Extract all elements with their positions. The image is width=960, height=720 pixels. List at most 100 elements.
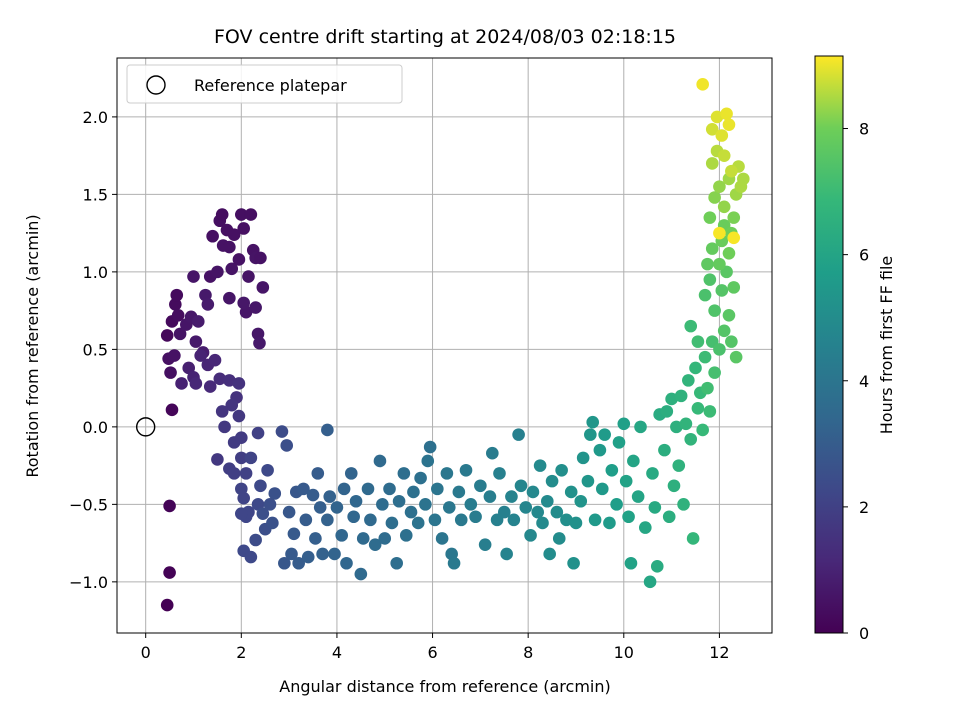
data-point [447, 556, 461, 570]
data-point [163, 499, 176, 513]
data-point [727, 211, 741, 224]
data-point [701, 257, 714, 271]
data-point [717, 324, 731, 338]
data-point [713, 180, 726, 193]
data-point [708, 366, 721, 379]
data-point [237, 222, 250, 235]
data-point [567, 556, 580, 570]
data-point [347, 510, 360, 524]
data-point [500, 547, 513, 561]
data-point [722, 308, 736, 322]
x-tick-label: 0 [141, 643, 151, 662]
data-point [285, 547, 298, 561]
data-point [605, 463, 619, 477]
data-point [169, 298, 182, 311]
data-point [660, 405, 674, 418]
data-point [545, 474, 559, 488]
y-tick-label: 0.5 [83, 340, 108, 359]
data-point [727, 281, 741, 294]
data-point [696, 423, 709, 437]
data-point [581, 474, 595, 488]
colorbar: 0 2 4 6 8 Hours from first FF file [814, 55, 896, 643]
data-point [536, 516, 549, 530]
data-point [603, 516, 616, 530]
data-point [725, 164, 738, 178]
data-point [531, 505, 545, 519]
colorbar-ticks: 0 2 4 6 8 [843, 120, 869, 643]
y-axis-ticks: −1.0 −0.5 0.0 0.5 1.0 1.5 2.0 [69, 108, 117, 592]
data-point [299, 513, 313, 527]
data-point [208, 353, 222, 367]
data-point [163, 566, 176, 579]
data-point [344, 467, 358, 480]
data-point [698, 350, 712, 364]
data-point [705, 122, 719, 136]
data-point [586, 415, 600, 429]
data-point [237, 296, 250, 310]
data-point [442, 501, 456, 514]
data-point [244, 451, 258, 465]
data-point [213, 372, 227, 386]
data-point [650, 560, 664, 573]
data-point [364, 513, 377, 527]
data-point [249, 533, 262, 547]
legend-box [126, 64, 403, 104]
data-point [191, 315, 205, 328]
data-point [526, 485, 540, 499]
data-point [232, 253, 246, 266]
y-tick-label: 0.0 [83, 418, 108, 437]
data-point [698, 288, 712, 302]
data-point [639, 521, 652, 534]
data-point [497, 505, 511, 519]
data-point [361, 482, 375, 496]
x-axis-label: Angular distance from reference (arcmin) [279, 677, 610, 696]
data-point [646, 467, 659, 480]
data-point [309, 532, 322, 545]
data-point [691, 401, 705, 415]
x-tick-label: 2 [236, 643, 246, 662]
data-point [254, 251, 267, 265]
data-point [297, 482, 310, 496]
data-point [251, 498, 265, 511]
data-point [576, 451, 590, 465]
data-point [390, 556, 403, 570]
plot-frame [116, 57, 773, 634]
data-point [686, 532, 700, 545]
data-point [421, 454, 435, 468]
data-point [667, 479, 681, 493]
data-point [423, 440, 437, 454]
data-point [218, 420, 231, 434]
scatter-points [160, 78, 750, 612]
data-point [428, 513, 442, 527]
data-point [411, 516, 425, 530]
data-point [173, 327, 187, 341]
data-point [244, 208, 258, 221]
data-point [684, 432, 698, 446]
data-point [160, 329, 174, 342]
data-point [708, 304, 721, 317]
colorbar-tick-label: 6 [859, 246, 869, 265]
data-point [648, 501, 662, 514]
data-point [383, 482, 396, 496]
data-point [708, 191, 721, 204]
data-point [643, 575, 657, 589]
colorbar-tick-label: 4 [859, 372, 869, 391]
data-point [189, 335, 203, 348]
data-point [674, 389, 688, 403]
data-point [282, 505, 296, 519]
data-point [634, 420, 647, 434]
data-point [610, 498, 623, 511]
data-point [227, 228, 241, 241]
data-point [627, 454, 640, 468]
data-point [321, 513, 334, 527]
grid-lines [117, 58, 772, 633]
legend-reference-icon [146, 75, 166, 95]
data-point [201, 298, 215, 311]
data-point [385, 516, 399, 530]
data-point [330, 501, 344, 514]
data-point [543, 547, 556, 561]
data-point [244, 550, 258, 564]
data-point [703, 405, 717, 418]
data-point [235, 451, 248, 465]
data-point [376, 498, 389, 511]
